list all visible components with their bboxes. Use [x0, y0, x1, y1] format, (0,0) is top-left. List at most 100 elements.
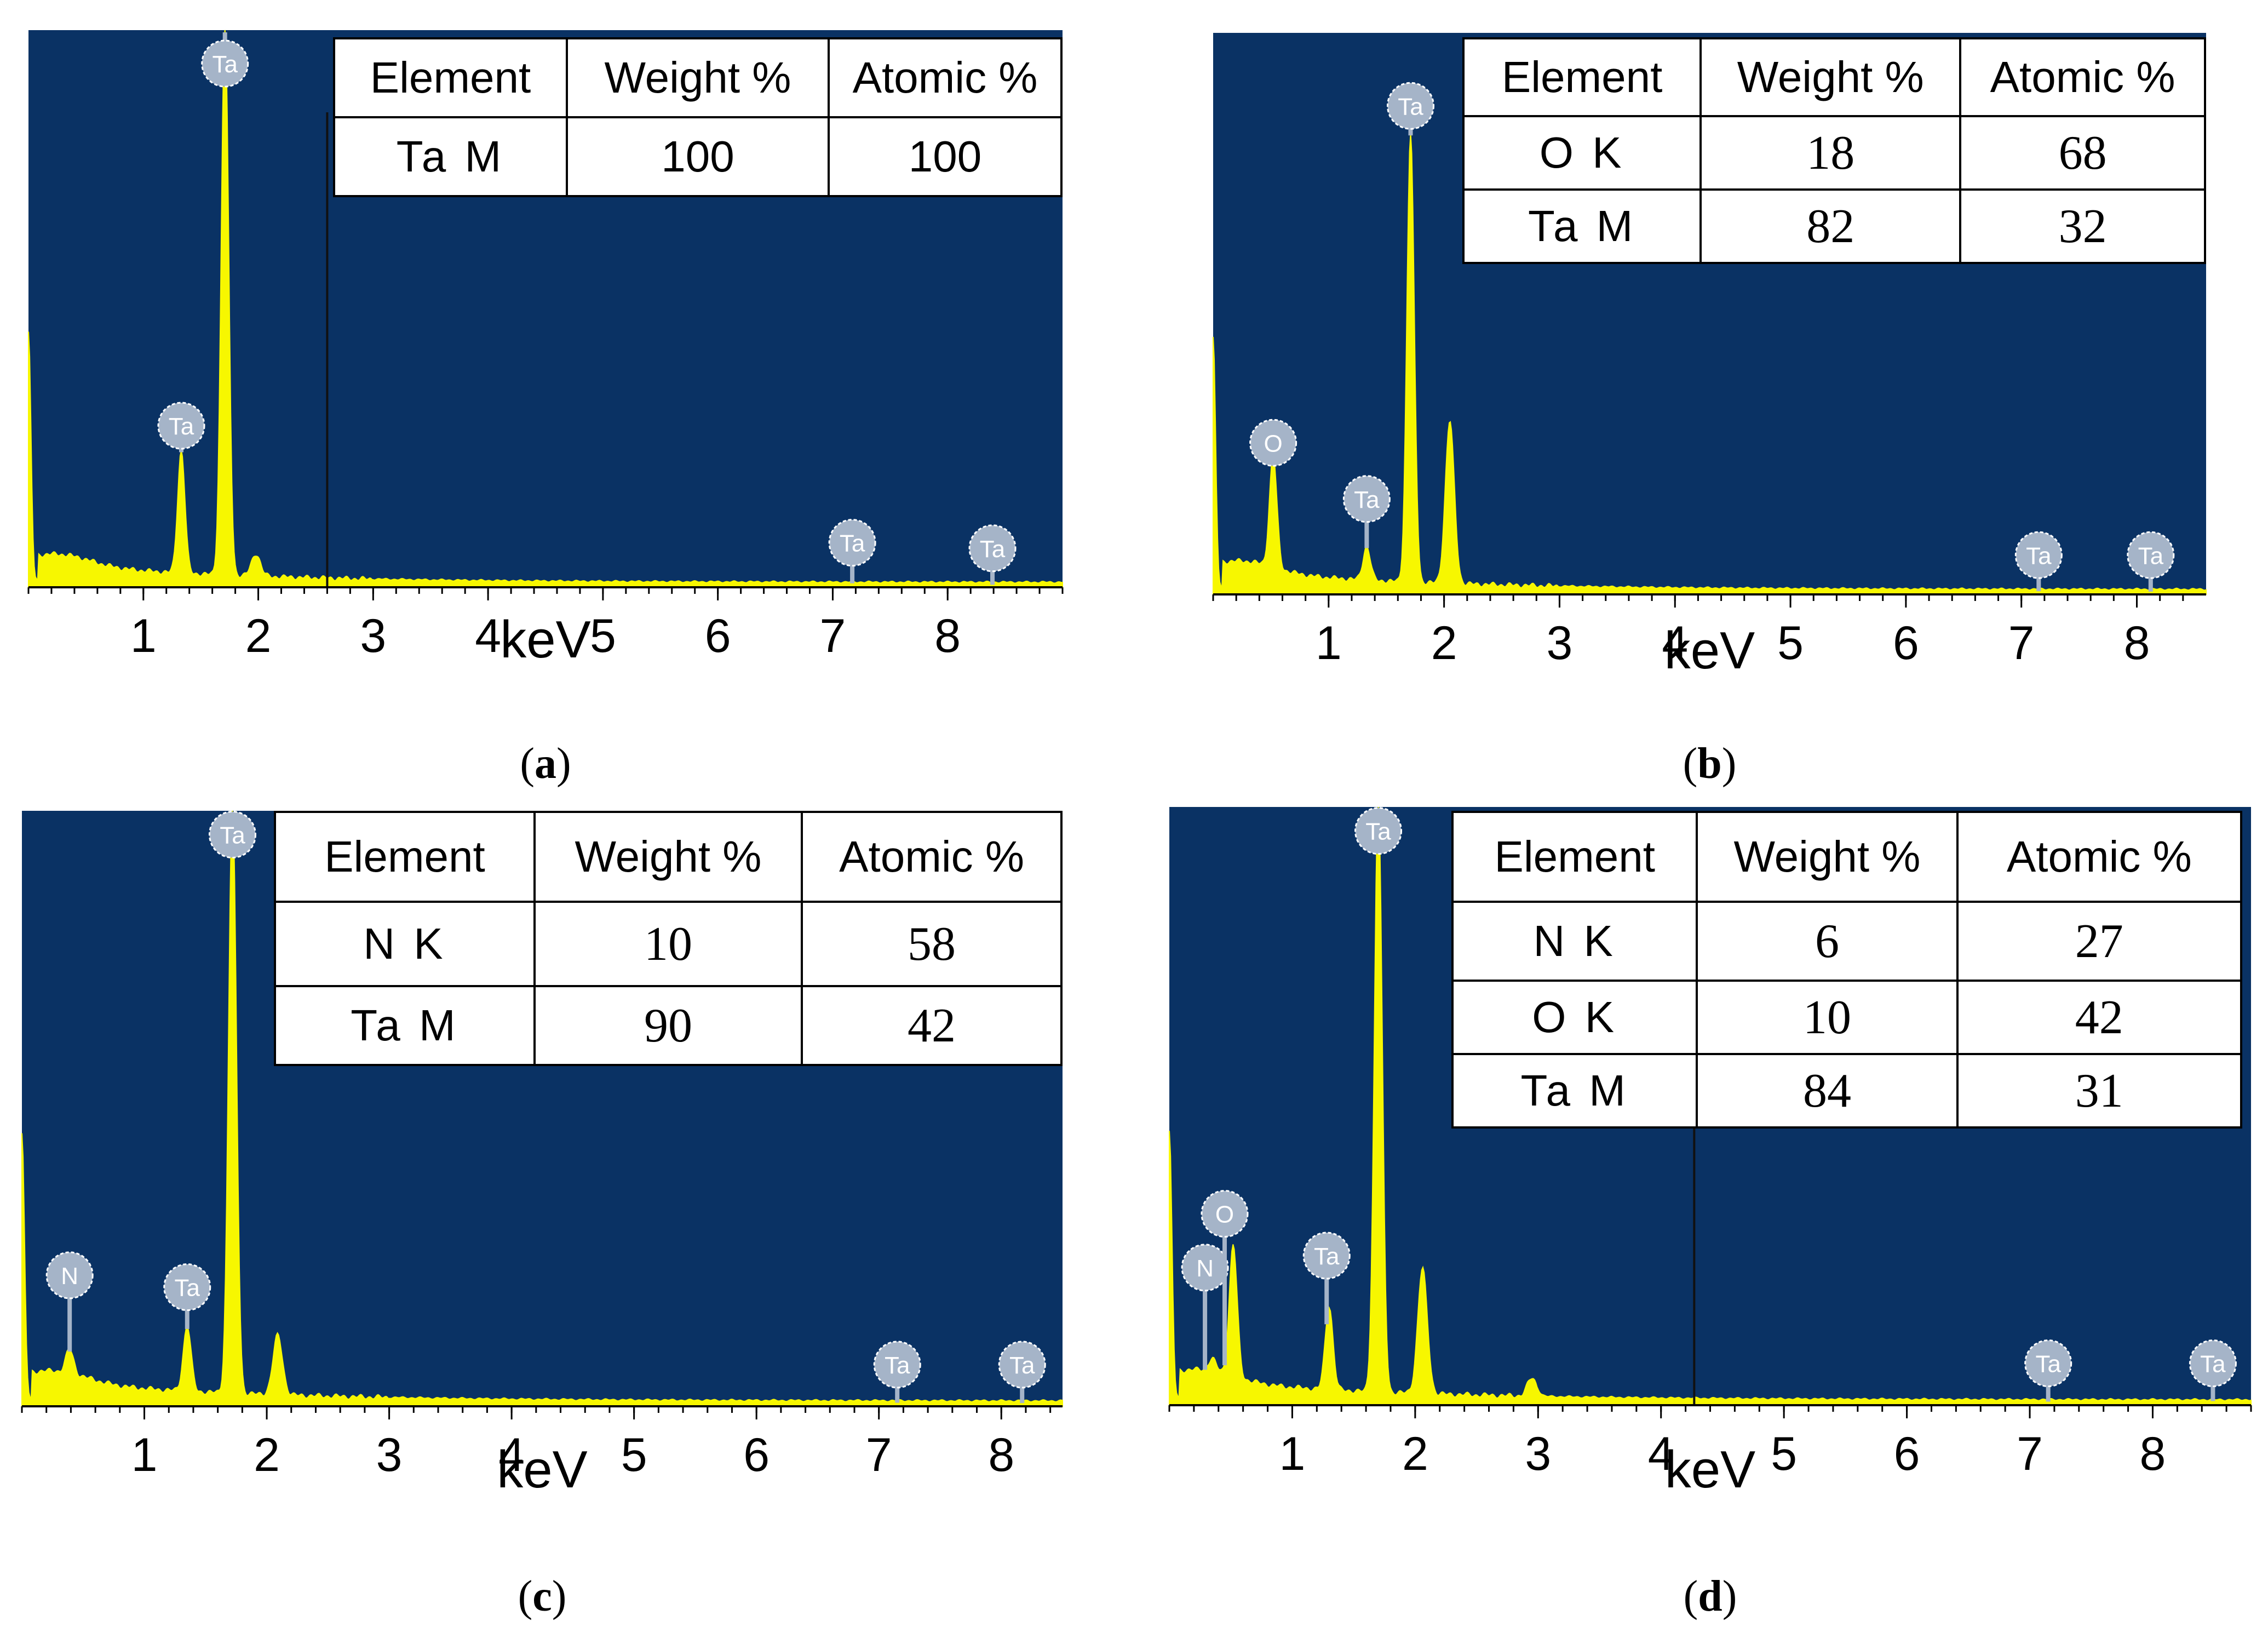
composition-table-c: Element Weight % Atomic % N K 10 58 Ta M…: [274, 811, 1063, 1066]
composition-table-a: Element Weight % Atomic % Ta M 100 100: [333, 37, 1063, 197]
x-tick-label: 3: [1547, 617, 1573, 669]
table-row: Ta M 84 31: [1451, 1053, 2243, 1129]
table-cell-element: Ta M: [1451, 1053, 1698, 1129]
table-cell-weight: 84: [1696, 1053, 1959, 1129]
peak-marker-label: Ta: [175, 1275, 200, 1302]
table-cell-weight: 10: [1696, 980, 1959, 1055]
peak-marker-label: Ta: [2138, 542, 2164, 569]
x-tick-label: 1: [131, 1429, 158, 1481]
x-tick-label: 6: [1893, 617, 1919, 669]
table-cell-atomic: 42: [801, 985, 1063, 1066]
peak-marker-label: Ta: [212, 51, 238, 78]
x-tick-label: 7: [2008, 617, 2035, 669]
panel-c: 1 2 3 4 5 6 7 8 keV N Ta Ta Ta Ta (c) Element Weight %…: [0, 789, 1134, 1620]
table-cell-weight: 90: [533, 985, 803, 1066]
x-tick-label: 8: [2124, 617, 2150, 669]
peak-marker-label: O: [1264, 430, 1283, 457]
x-tick-label: 8: [2140, 1428, 2166, 1480]
peak-marker: O: [1249, 419, 1297, 467]
x-tick-label: 4: [1648, 1428, 1674, 1480]
peak-marker: Ta: [163, 1263, 211, 1329]
x-tick-label: 2: [1431, 617, 1457, 669]
x-tick-label: 1: [1316, 617, 1342, 669]
table-header-weight: Weight %: [533, 811, 803, 903]
peak-marker-label: Ta: [169, 413, 194, 440]
table-header-element: Element: [1451, 811, 1698, 903]
table-row: Ta M 82 32: [1462, 188, 2206, 264]
table-header-weight: Weight %: [1699, 37, 1962, 117]
table-cell-weight: 100: [565, 116, 830, 197]
table-cell-atomic: 68: [1959, 115, 2206, 191]
table-cell-element: O K: [1462, 115, 1702, 191]
table-cell-element: N K: [274, 901, 536, 987]
x-axis-label: keV: [1665, 1440, 1755, 1499]
spectrum-area: [21, 810, 1063, 1407]
x-tick-label: 6: [705, 610, 731, 662]
x-tick-label: 6: [1894, 1428, 1920, 1480]
table-cell-element: Ta M: [333, 116, 568, 197]
table-cell-atomic: 58: [801, 901, 1063, 987]
x-tick-label: 5: [1771, 1428, 1797, 1480]
peak-marker-label: Ta: [2200, 1351, 2226, 1378]
spectrum-area: [1213, 133, 2207, 595]
peak-marker-label: Ta: [2026, 542, 2052, 569]
peak-marker-label: Ta: [1365, 818, 1391, 845]
x-tick-label: 4: [475, 610, 501, 662]
x-tick-label: 1: [130, 610, 157, 662]
table-cell-weight: 82: [1699, 188, 1962, 264]
table-row: N K 6 27: [1451, 901, 2243, 982]
x-tick-label: 7: [820, 610, 846, 662]
table-cell-weight: 18: [1699, 115, 1962, 191]
peak-marker: O: [1201, 1190, 1249, 1366]
table-row: N K 10 58: [274, 901, 1063, 987]
peak-marker-label: Ta: [1354, 486, 1380, 513]
x-tick-label: 4: [498, 1429, 525, 1481]
peak-marker: Ta: [2189, 1339, 2237, 1401]
x-tick-label: 4: [1662, 617, 1688, 669]
table-cell-weight: 6: [1696, 901, 1959, 982]
table-header-atomic: Atomic %: [801, 811, 1063, 903]
x-tick-label: 5: [1777, 617, 1804, 669]
table-header-atomic: Atomic %: [828, 37, 1063, 118]
x-tick-label: 2: [254, 1429, 280, 1481]
table-header-weight: Weight %: [565, 37, 830, 118]
composition-table-d: Element Weight % Atomic % N K 6 27 O K 1…: [1451, 811, 2243, 1129]
peak-marker-label: Ta: [840, 530, 865, 557]
peak-marker-label: N: [61, 1263, 78, 1290]
peak-marker-label: Ta: [1314, 1243, 1340, 1270]
table-row: O K 10 42: [1451, 980, 2243, 1055]
table-row: O K 18 68: [1462, 115, 2206, 191]
x-tick-label: 1: [1279, 1428, 1306, 1480]
peak-marker-label: Ta: [2035, 1351, 2061, 1378]
peak-marker: Ta: [968, 524, 1017, 585]
peak-marker: Ta: [208, 810, 256, 858]
table-header-element: Element: [333, 37, 568, 118]
peak-marker-label: Ta: [220, 822, 245, 849]
x-axis-label: keV: [497, 1440, 587, 1499]
panel-b: 1 2 3 4 5 6 7 8 keV O Ta Ta Ta Ta (b) Element Weight %…: [1134, 0, 2267, 816]
x-tick-label: 5: [621, 1429, 647, 1481]
peak-marker: Ta: [1354, 807, 1403, 855]
peak-marker: Ta: [2127, 531, 2175, 592]
x-tick-label: 8: [934, 610, 961, 662]
peak-marker-label: N: [1196, 1255, 1214, 1282]
table-cell-atomic: 31: [1956, 1053, 2243, 1129]
table-row: Ta M 100 100: [333, 116, 1063, 197]
x-tick-label: 3: [1525, 1428, 1551, 1480]
spectrum-area: [1169, 806, 2252, 1406]
peak-marker-label: O: [1215, 1201, 1234, 1228]
x-axis-label: keV: [500, 610, 590, 669]
peak-marker: Ta: [157, 402, 205, 453]
table-cell-element: N K: [1451, 901, 1698, 982]
x-tick-label: 7: [2017, 1428, 2043, 1480]
x-tick-label: 2: [1402, 1428, 1428, 1480]
panel-a: 1 2 3 4 5 6 7 8 keV Ta Ta Ta Ta (a) Element Weight % …: [0, 0, 1134, 816]
peak-marker: Ta: [998, 1341, 1046, 1404]
peak-marker-label: Ta: [1398, 93, 1423, 120]
composition-table-b: Element Weight % Atomic % O K 18 68 Ta M…: [1462, 37, 2206, 264]
peak-marker: Ta: [2024, 1339, 2072, 1402]
peak-marker: Ta: [828, 519, 876, 583]
peak-marker: Ta: [1302, 1232, 1351, 1325]
table-cell-weight: 10: [533, 901, 803, 987]
table-cell-atomic: 32: [1959, 188, 2206, 264]
